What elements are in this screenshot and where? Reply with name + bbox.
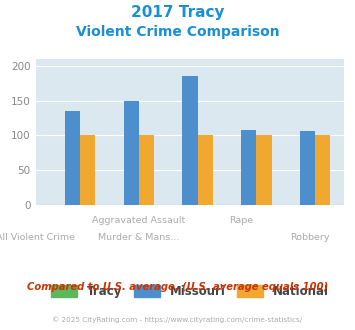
Text: All Violent Crime: All Violent Crime: [0, 233, 75, 242]
Bar: [65, 111, 80, 205]
Bar: [124, 101, 139, 205]
Bar: [300, 131, 315, 205]
Text: Violent Crime Comparison: Violent Crime Comparison: [76, 25, 279, 39]
Text: Murder & Mans...: Murder & Mans...: [98, 233, 179, 242]
Bar: [139, 135, 154, 205]
Bar: [182, 76, 198, 205]
Text: 2017 Tracy: 2017 Tracy: [131, 5, 224, 20]
Text: Rape: Rape: [229, 216, 253, 225]
Bar: [315, 135, 330, 205]
Bar: [198, 135, 213, 205]
Text: Robbery: Robbery: [290, 233, 330, 242]
Text: Compared to U.S. average. (U.S. average equals 100): Compared to U.S. average. (U.S. average …: [27, 282, 328, 292]
Legend: Tracy, Missouri, National: Tracy, Missouri, National: [47, 280, 333, 303]
Bar: [80, 135, 95, 205]
Bar: [256, 135, 272, 205]
Bar: [241, 130, 256, 205]
Text: © 2025 CityRating.com - https://www.cityrating.com/crime-statistics/: © 2025 CityRating.com - https://www.city…: [53, 317, 302, 323]
Text: Aggravated Assault: Aggravated Assault: [92, 216, 185, 225]
